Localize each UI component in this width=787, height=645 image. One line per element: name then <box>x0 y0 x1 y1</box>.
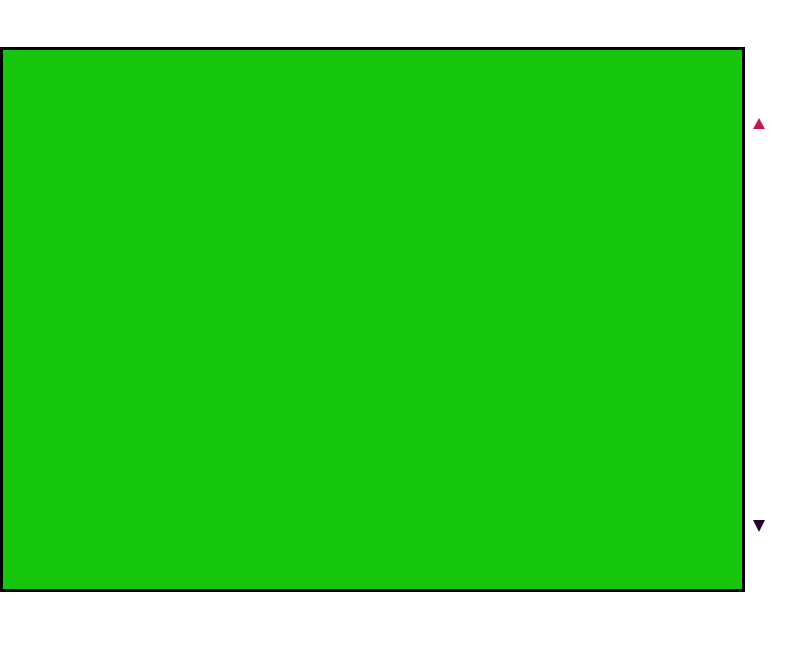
map-canvas <box>3 50 742 589</box>
colorbar <box>753 128 766 520</box>
colorbar-bottom-arrow <box>753 520 765 532</box>
colorbar-tick-labels <box>766 121 787 531</box>
weather-map[interactable] <box>0 47 745 592</box>
colorbar-top-arrow <box>753 118 765 129</box>
